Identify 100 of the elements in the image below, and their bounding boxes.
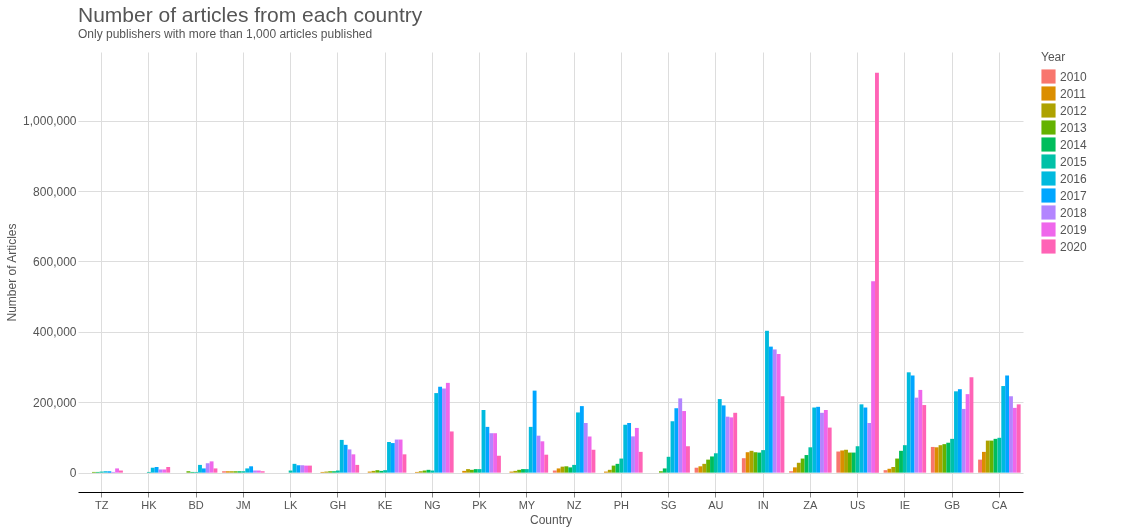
bar [351,454,356,473]
bar [521,469,525,473]
bar [895,458,900,473]
bar [981,451,986,473]
bar [288,470,293,473]
bar [721,405,726,473]
bar [666,456,671,473]
bar [245,468,250,473]
bar [213,468,218,473]
bar [375,470,380,473]
bar [1001,386,1006,473]
bar [449,431,454,473]
x-axis-title: Country [529,512,573,527]
bar [466,469,470,473]
bar [552,470,557,473]
y-tick-label: 800,000 [33,184,77,199]
legend-label: 2017 [1060,188,1088,203]
bar [308,465,312,473]
bar [816,406,821,473]
bar [682,411,687,473]
x-tick-label: NG [424,498,441,511]
x-tick-label: KE [377,498,393,511]
x-tick-label: US [849,498,866,511]
bar [572,464,577,473]
bar [430,470,435,473]
bar [256,470,261,473]
x-tick-label: LK [283,498,299,511]
bar [710,456,714,473]
bar [678,398,683,473]
bar [209,461,214,473]
bar [485,426,490,473]
bar [201,468,206,473]
bar [946,442,951,473]
bar [249,466,254,473]
bar [698,466,703,473]
bar [733,412,738,473]
bar [922,405,927,473]
x-tick-label: MY [518,498,536,511]
bar [517,469,522,473]
bar [847,452,852,473]
legend-title: Year [1041,50,1066,64]
bar [150,467,155,473]
x-tick-label: CA [991,498,1008,511]
x-tick-label: JM [236,498,251,511]
bar [438,386,443,473]
bar [674,408,679,473]
bar [355,464,360,473]
bar [902,445,907,473]
bar [765,330,769,473]
bar [198,464,202,473]
bar [997,437,1002,473]
bar [757,452,762,473]
bar [887,468,892,473]
bar [891,467,896,473]
bar [205,463,210,473]
bar [497,455,501,473]
bar [611,465,616,473]
bar [985,440,990,473]
bar [544,454,549,473]
bar [906,372,911,473]
legend-label: 2013 [1060,120,1088,135]
bar [796,462,801,473]
bar [823,409,828,473]
bar [587,436,592,473]
y-axis-title: Number of Articles [5,223,20,322]
bar [119,470,123,473]
bar [158,469,163,473]
bar [978,459,982,473]
x-tick-label: ZA [803,498,819,511]
bar [607,469,612,473]
x-tick-label: HK [141,498,158,511]
bar [965,394,970,473]
legend-label: 2020 [1060,239,1088,254]
bar [836,451,841,473]
bar [394,439,399,473]
y-tick-label: 400,000 [33,325,77,340]
bar [619,458,624,473]
bar [871,281,876,473]
bar [934,447,939,473]
bar [686,446,690,473]
bar [1005,375,1010,473]
bar [528,426,533,473]
bar [339,439,344,473]
legend-label: 2019 [1060,222,1088,237]
bar [154,467,159,473]
bar [792,467,797,473]
x-tick-label: PH [613,498,630,511]
bar [918,389,923,473]
bar [761,450,766,473]
bar [875,72,879,473]
bar [827,427,832,473]
bar [540,441,545,473]
bar [1016,404,1021,473]
chart-subtitle: Only publishers with more than 1,000 articles published [78,27,373,41]
bar [304,465,309,473]
legend-label: 2015 [1060,154,1088,169]
x-tick-label: PK [472,498,488,511]
bar [568,467,573,473]
bar [844,449,848,473]
x-tick-label: BD [188,498,204,511]
